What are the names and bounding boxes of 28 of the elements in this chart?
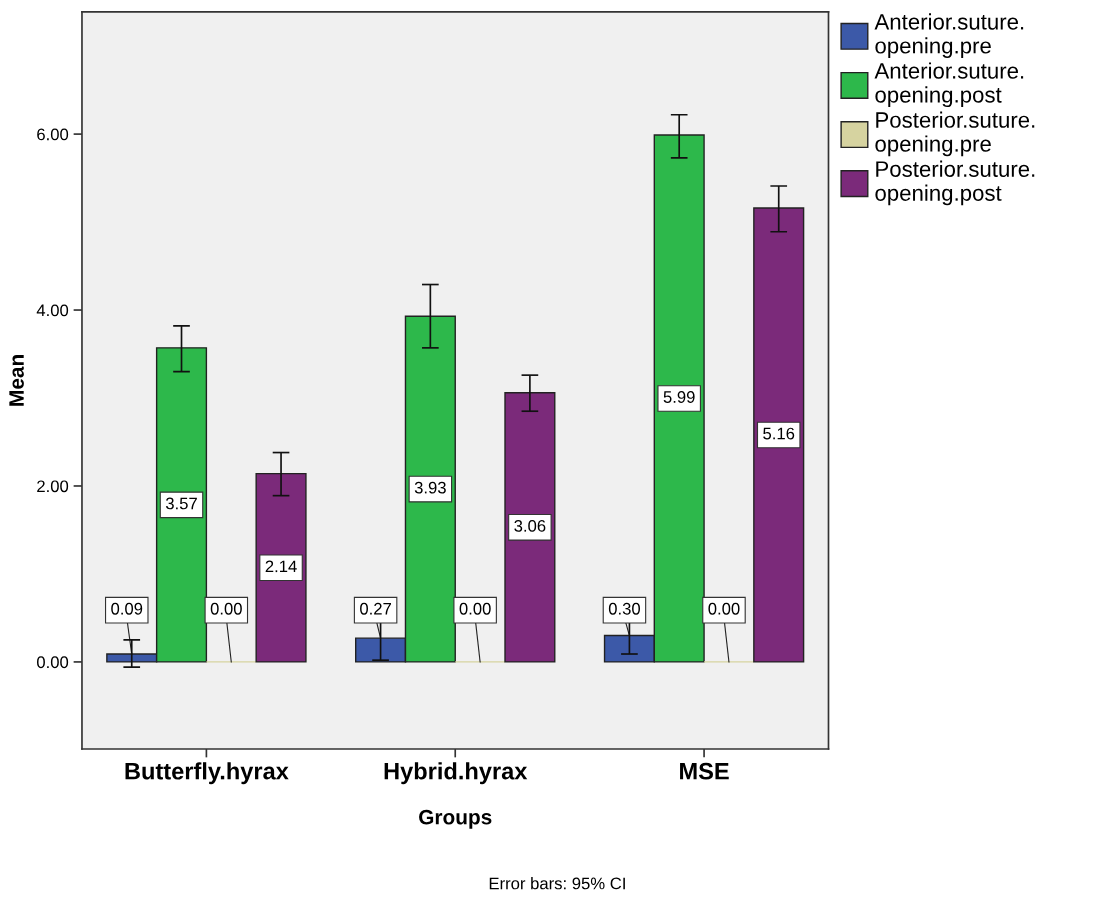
legend-label: Posterior.suture. opening.post bbox=[875, 160, 1035, 206]
legend-label: Anterior.suture. opening.post bbox=[874, 62, 1024, 108]
data-label: 0.09 bbox=[111, 602, 143, 615]
x-tick-label: MSE bbox=[680, 762, 729, 780]
data-label: 0.00 bbox=[708, 602, 740, 615]
data-label: 0.00 bbox=[459, 602, 491, 615]
x-axis-title: Groups bbox=[419, 809, 492, 829]
data-label: 5.99 bbox=[663, 391, 695, 403]
data-label: 3.57 bbox=[165, 497, 197, 510]
data-label: 0.27 bbox=[360, 602, 391, 615]
y-axis-title: Mean bbox=[9, 355, 24, 406]
y-tick-label: 6.00 bbox=[37, 128, 69, 141]
data-label: 2.14 bbox=[265, 560, 297, 573]
bar bbox=[504, 392, 556, 663]
data-label: 3.06 bbox=[514, 520, 546, 532]
data-label: 0.30 bbox=[608, 602, 641, 615]
x-tick-label: Hybrid.hyrax bbox=[384, 762, 528, 785]
y-tick-label: 2.00 bbox=[37, 480, 69, 493]
y-tick-label: 4.00 bbox=[36, 304, 69, 317]
data-label: 3.93 bbox=[414, 481, 446, 494]
text: Error bars: 95% CI bbox=[489, 877, 625, 890]
data-label: 5.16 bbox=[763, 427, 795, 440]
legend-label: Anterior.suture. opening.pre bbox=[874, 13, 1024, 58]
bar bbox=[753, 207, 805, 663]
legend-label: Posterior.suture. opening.pre bbox=[875, 111, 1035, 157]
y-tick-label: 0.00 bbox=[37, 656, 69, 669]
data-label: 0.00 bbox=[210, 602, 242, 615]
x-tick-label: Butterfly.hyrax bbox=[125, 762, 289, 785]
